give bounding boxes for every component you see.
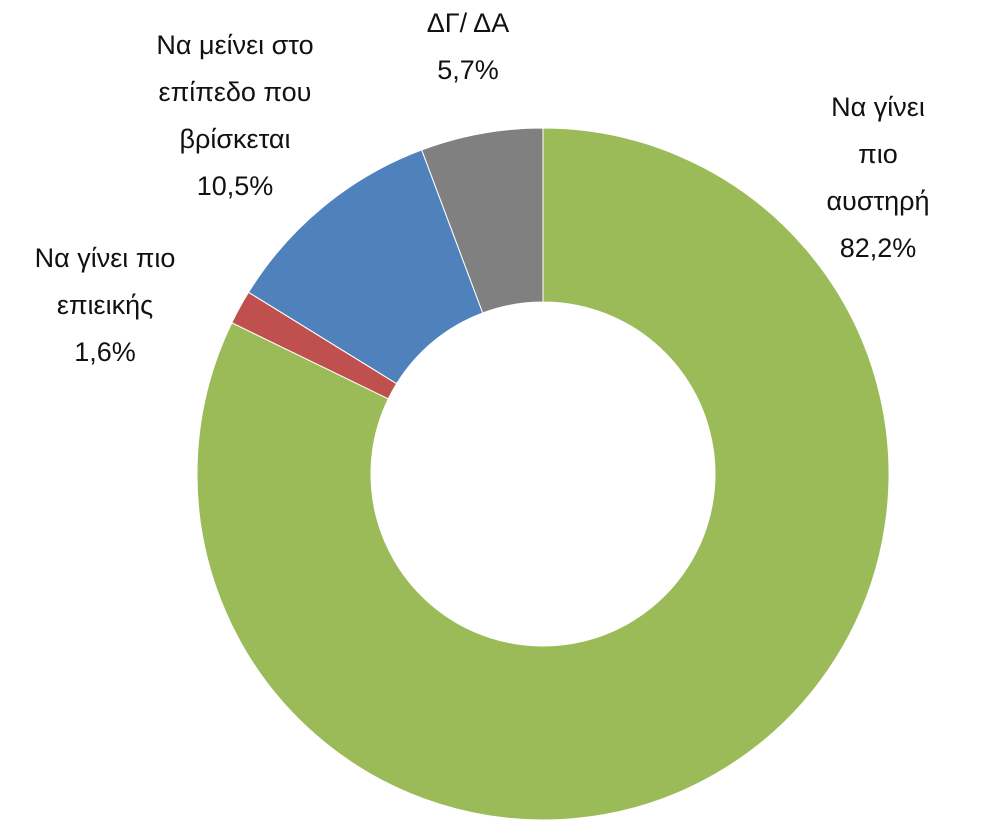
donut-slice — [196, 127, 890, 821]
data-label: Να μείνει στο επίπεδο που βρίσκεται 10,5% — [156, 22, 313, 210]
category-label: Να γίνει πιο αυστηρή — [826, 92, 930, 216]
value-label: 1,6% — [74, 337, 136, 367]
category-label: Να γίνει πιο επιεικής — [34, 243, 176, 320]
category-label: ΔΓ/ ΔΑ — [426, 8, 510, 38]
value-label: 10,5% — [196, 171, 274, 201]
data-label: ΔΓ/ ΔΑ 5,7% — [427, 0, 509, 94]
value-label: 82,2% — [839, 233, 917, 263]
donut-slice — [421, 127, 544, 314]
category-label: Να μείνει στο επίπεδο που βρίσκεται — [156, 30, 314, 154]
data-label: Να γίνει πιο αυστηρή 82,2% — [823, 84, 933, 272]
value-label: 5,7% — [437, 55, 499, 85]
data-label: Να γίνει πιο επιεικής 1,6% — [35, 235, 176, 376]
